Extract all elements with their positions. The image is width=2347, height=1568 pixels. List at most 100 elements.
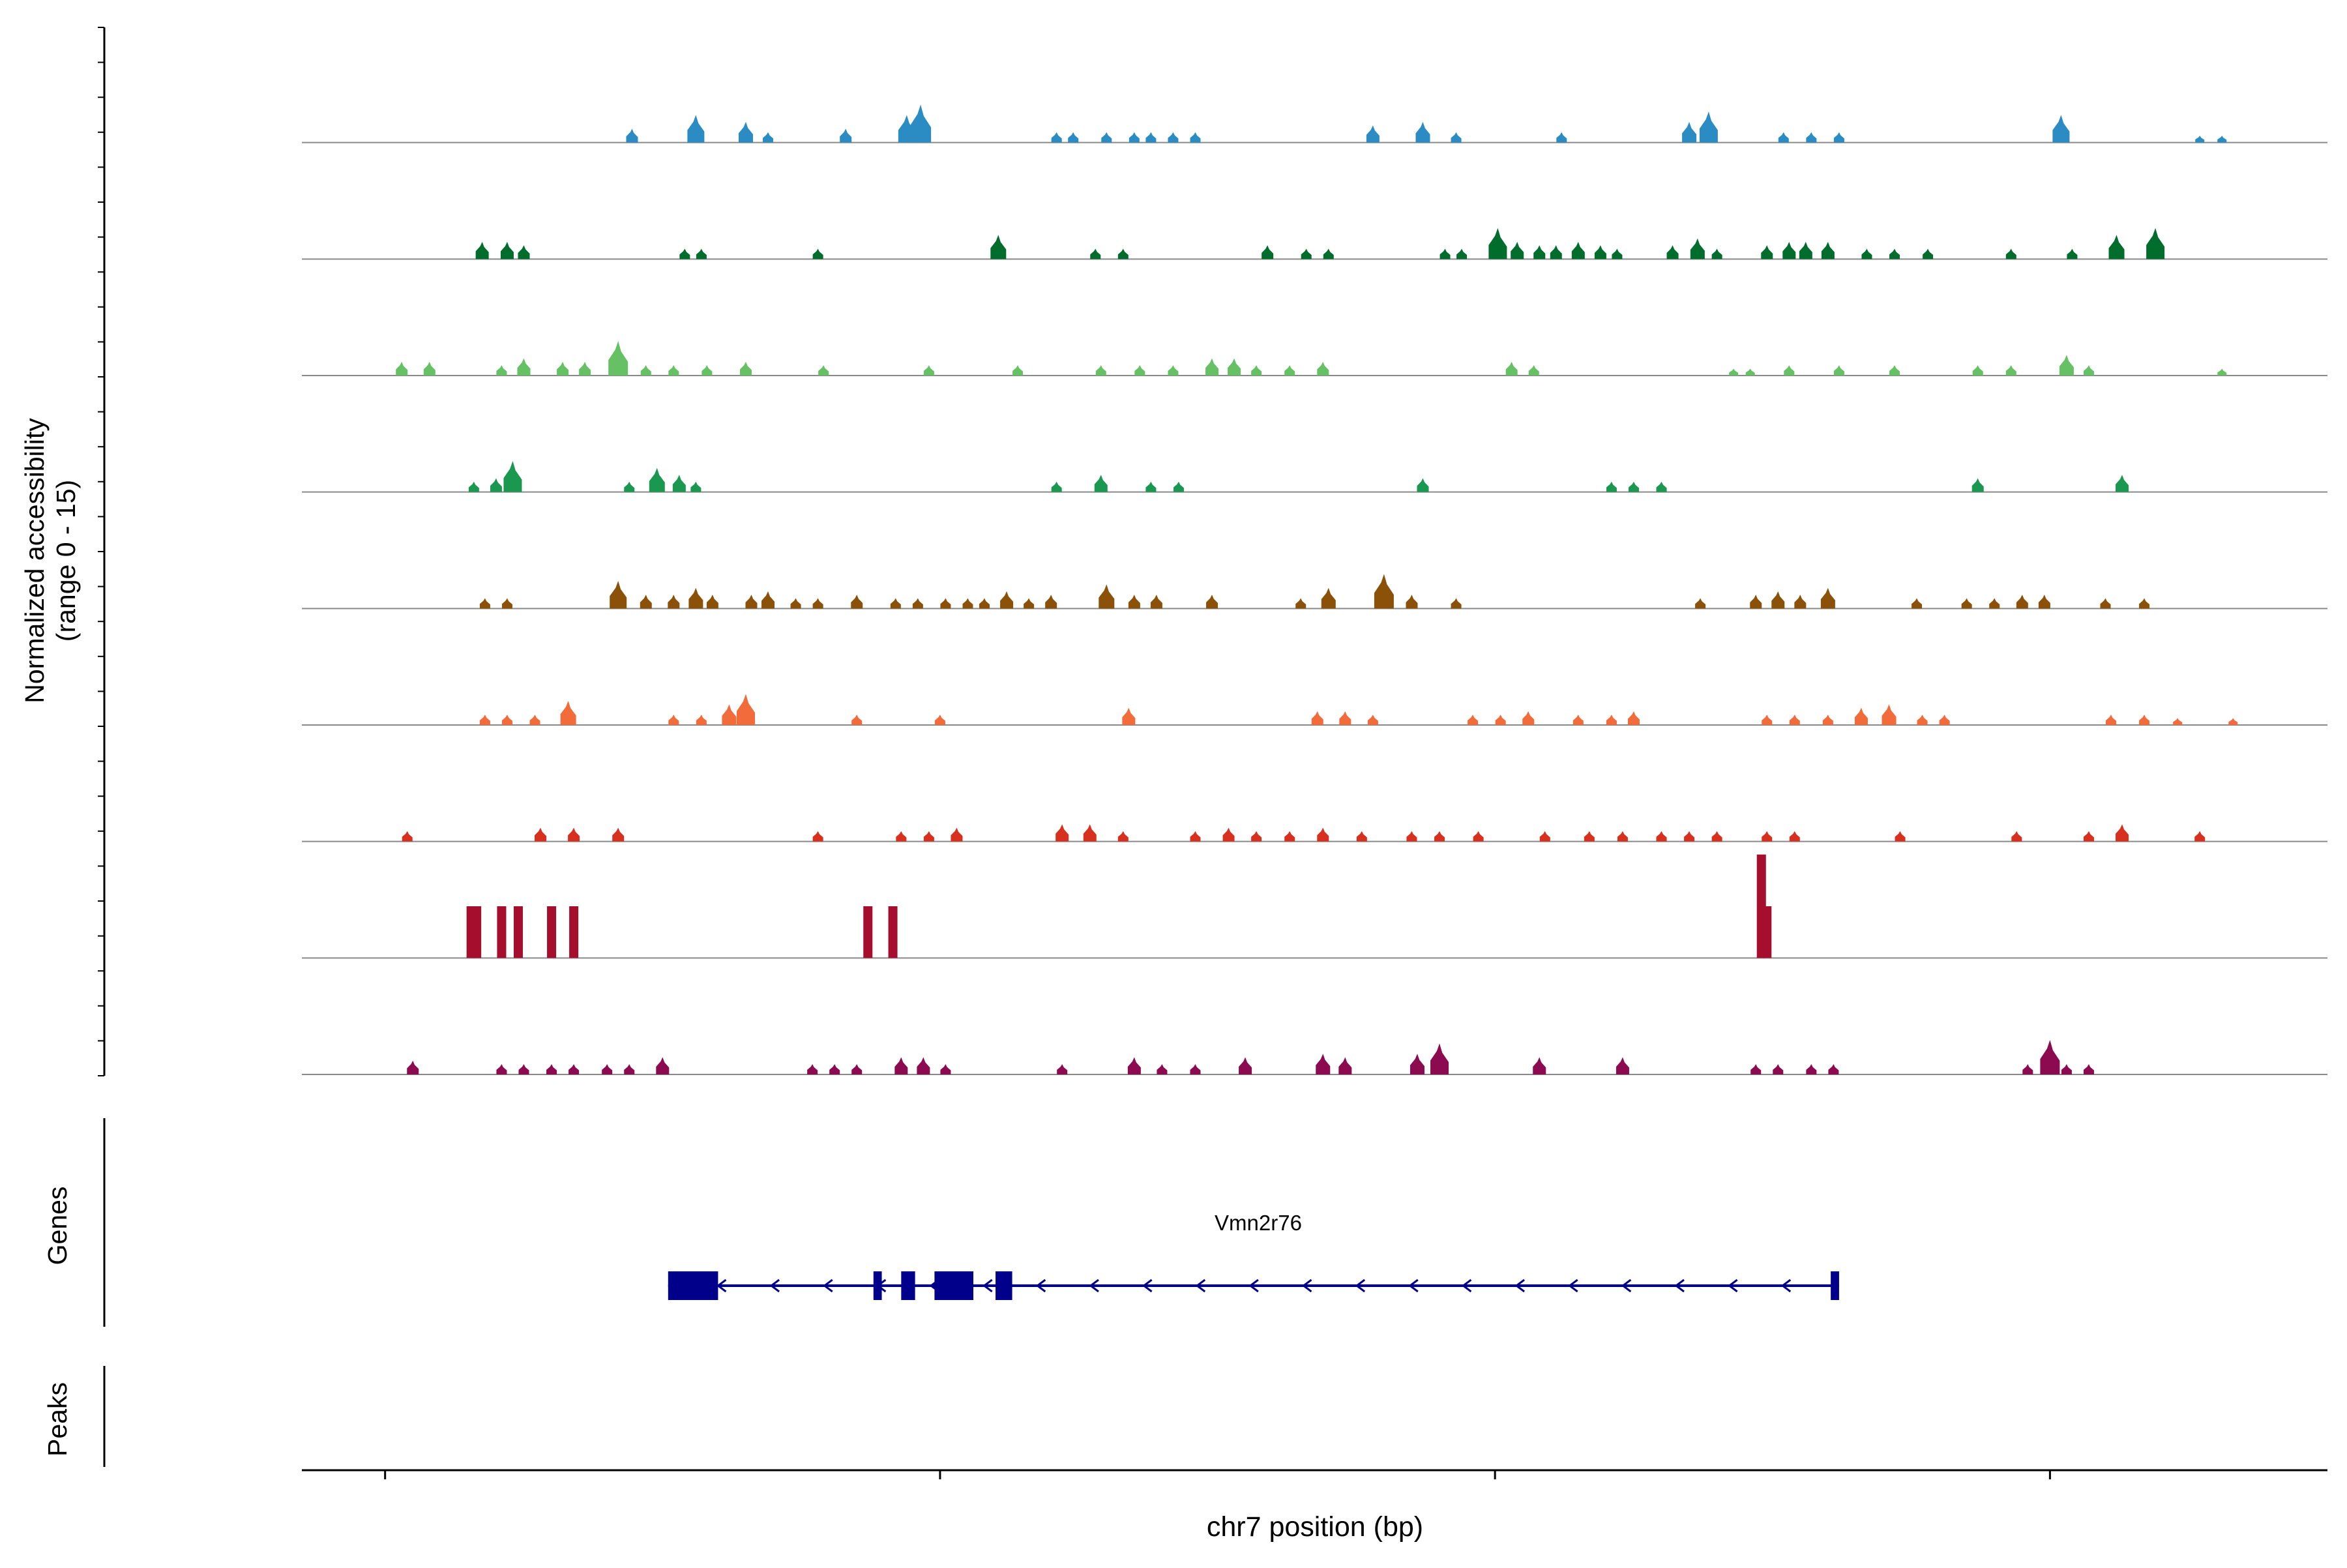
coverage-peak bbox=[479, 598, 490, 609]
coverage-peak bbox=[1456, 248, 1468, 259]
coverage-peak bbox=[912, 598, 923, 609]
coverage-peak bbox=[1684, 831, 1695, 842]
strand-arrow-icon bbox=[1780, 1279, 1792, 1293]
coverage-peak bbox=[1539, 831, 1550, 842]
coverage-peak bbox=[1550, 245, 1562, 259]
coverage-peak bbox=[503, 461, 522, 492]
coverage-peak bbox=[407, 1060, 419, 1074]
coverage-peak bbox=[1317, 361, 1329, 376]
coverage-peak bbox=[1434, 831, 1445, 842]
coverage-peak bbox=[2139, 598, 2150, 609]
coverage-peak bbox=[402, 831, 413, 842]
coverage-peak bbox=[656, 1057, 670, 1074]
coverage-peak bbox=[2106, 715, 2117, 725]
coverage-peak bbox=[2011, 831, 2022, 842]
coverage-peak bbox=[2022, 1064, 2033, 1074]
coverage-peak bbox=[1321, 587, 1336, 609]
gene-exon bbox=[668, 1271, 718, 1300]
track-6-pf bbox=[302, 461, 2327, 493]
coverage-peak bbox=[1012, 365, 1024, 376]
coverage-peak bbox=[894, 1057, 908, 1074]
coverage-peak bbox=[1522, 711, 1535, 725]
coverage-peak bbox=[2059, 355, 2074, 376]
coverage-peak bbox=[1773, 1064, 1784, 1074]
coverage-peak bbox=[696, 248, 707, 259]
coverage-peak bbox=[1762, 906, 1772, 958]
coverage-peak bbox=[490, 478, 502, 492]
coverage-peak bbox=[1833, 365, 1844, 376]
gene-exon bbox=[901, 1271, 915, 1300]
coverage-peak bbox=[701, 365, 713, 376]
coverage-peak bbox=[640, 365, 651, 376]
coverage-peak bbox=[851, 715, 863, 725]
coverage-peak bbox=[736, 694, 755, 725]
coverage-peak bbox=[1099, 584, 1115, 609]
coverage-peak bbox=[1617, 831, 1628, 842]
coverage-peak bbox=[1311, 711, 1323, 725]
coverage-peak bbox=[2061, 1064, 2072, 1074]
coverage-peak bbox=[738, 121, 753, 143]
coverage-peak bbox=[739, 361, 752, 376]
coverage-peak bbox=[1356, 831, 1367, 842]
coverage-peak bbox=[1068, 132, 1079, 143]
coverage-peak bbox=[1374, 574, 1394, 609]
strand-arrow-icon bbox=[1621, 1279, 1632, 1293]
coverage-peak bbox=[1316, 1054, 1331, 1074]
coverage-peak bbox=[1861, 248, 1872, 259]
coverage-peak bbox=[1222, 827, 1235, 842]
coverage-peak bbox=[518, 245, 530, 259]
coverage-peak bbox=[1778, 132, 1789, 143]
coverage-peak bbox=[1473, 831, 1484, 842]
coverage-peak bbox=[529, 715, 540, 725]
tracks-layer bbox=[302, 104, 2327, 1075]
coverage-peak bbox=[1451, 598, 1462, 609]
coverage-peak bbox=[2005, 365, 2016, 376]
coverage-peak bbox=[1251, 831, 1262, 842]
strand-arrow-icon bbox=[1142, 1279, 1153, 1293]
coverage-peak bbox=[624, 481, 635, 492]
coverage-peak bbox=[1784, 365, 1795, 376]
coverage-peak bbox=[560, 700, 576, 725]
coverage-peak bbox=[951, 827, 963, 842]
coverage-peak bbox=[1761, 245, 1773, 259]
coverage-peak bbox=[1410, 1054, 1424, 1074]
gene-exon bbox=[996, 1271, 1012, 1300]
coverage-peak bbox=[396, 361, 408, 376]
coverage-peak bbox=[745, 595, 758, 609]
track-1-pf bbox=[302, 341, 2327, 376]
coverage-peak bbox=[990, 235, 1007, 259]
coverage-peak bbox=[2067, 248, 2078, 259]
coverage-peak bbox=[2217, 136, 2227, 143]
coverage-peak bbox=[1656, 831, 1667, 842]
coverage-peak bbox=[479, 715, 490, 725]
strand-arrow-icon bbox=[1089, 1279, 1099, 1293]
genes-layer bbox=[668, 1271, 1839, 1300]
coverage-peak bbox=[1771, 591, 1785, 609]
coverage-peak bbox=[1666, 245, 1679, 259]
coverage-peak bbox=[1128, 595, 1140, 609]
coverage-peak bbox=[668, 715, 679, 725]
coverage-peak bbox=[1806, 1064, 1817, 1074]
coverage-peak bbox=[1612, 248, 1623, 259]
coverage-peak bbox=[2038, 595, 2050, 609]
coverage-peak bbox=[910, 104, 932, 143]
coverage-peak bbox=[1406, 831, 1417, 842]
coverage-peak bbox=[547, 906, 557, 958]
coverage-peak bbox=[1961, 598, 1972, 609]
coverage-peak bbox=[1415, 121, 1430, 143]
genes-panel-label: Genes bbox=[42, 1187, 72, 1265]
coverage-peak bbox=[1488, 228, 1507, 259]
coverage-peak bbox=[923, 365, 934, 376]
coverage-y-axis-range-label: (range 0 - 15) bbox=[51, 480, 81, 642]
coverage-peak bbox=[1173, 481, 1184, 492]
coverage-peak bbox=[763, 132, 774, 143]
coverage-peak bbox=[1616, 1057, 1629, 1074]
coverage-peak bbox=[1511, 241, 1524, 259]
coverage-peak bbox=[649, 467, 665, 492]
coverage-peak bbox=[1339, 711, 1351, 725]
strand-arrow-icon bbox=[1195, 1279, 1206, 1293]
strand-arrow-icon bbox=[1408, 1279, 1419, 1293]
gene-name-label: Vmn2r76 bbox=[1215, 1211, 1302, 1235]
coverage-peak bbox=[1055, 824, 1069, 842]
